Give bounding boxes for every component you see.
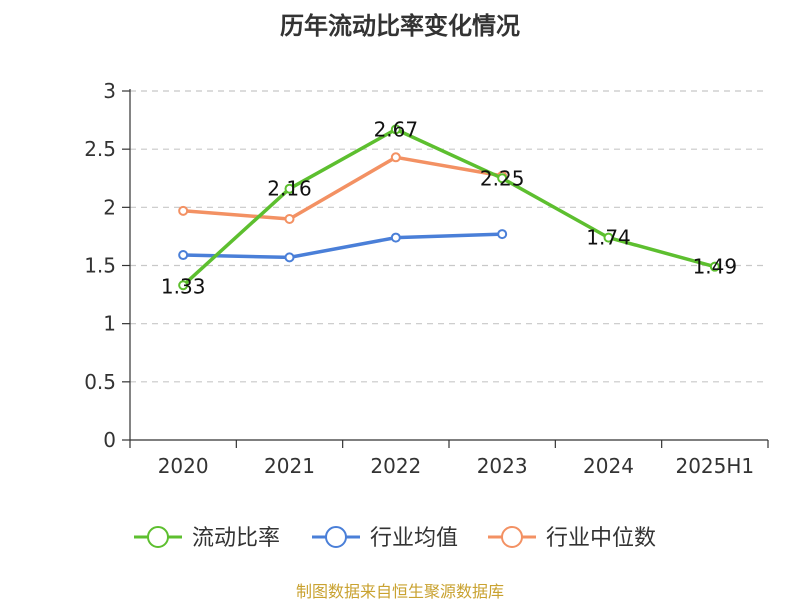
series-line-2: [183, 232, 503, 260]
chart-title: 历年流动比率变化情况: [280, 12, 520, 40]
x-tick-label: 2023: [477, 454, 528, 478]
y-tick-label: 1: [103, 312, 116, 336]
x-tick-label: 2021: [264, 454, 315, 478]
data-label: 2.16: [267, 177, 312, 201]
data-point: [284, 183, 295, 194]
x-tick-label: 2022: [370, 454, 421, 478]
data-point: [284, 252, 295, 263]
series-lines: [178, 124, 720, 291]
y-tick-label: 2: [103, 195, 116, 219]
y-tick-label: 3: [103, 79, 116, 103]
legend-swatch-marker: [325, 526, 347, 548]
x-tick-label: 2024: [583, 454, 634, 478]
x-tick-label: 2025H1: [675, 454, 754, 478]
legend-label: 行业均值: [370, 526, 458, 551]
data-point: [390, 232, 401, 243]
data-point: [178, 280, 189, 291]
data-point: [709, 261, 720, 272]
data-label: 2.67: [374, 117, 419, 141]
data-point: [390, 124, 401, 135]
y-tick-label: 0: [103, 428, 116, 452]
legend: 流动比率 行业均值 行业中位数: [134, 526, 656, 551]
x-tick-label: 2020: [158, 454, 209, 478]
data-label: 1.49: [693, 255, 738, 279]
data-point: [178, 250, 189, 261]
axes: 0 0.5 1 1.5 2 2.5 3 2020 2021 2022 2023 2024 2025H1: [84, 79, 769, 478]
y-tick-label: 0.5: [84, 370, 116, 394]
data-point: [178, 205, 189, 216]
data-point: [603, 232, 614, 243]
legend-label: 行业中位数: [546, 526, 656, 551]
data-source-note: 制图数据来自恒生聚源数据库: [295, 582, 504, 601]
gridlines: [130, 90, 768, 383]
series-line-3: [183, 155, 503, 221]
legend-swatch-marker: [147, 526, 169, 548]
series-line-1: [182, 127, 716, 287]
data-label: 2.25: [480, 166, 525, 190]
data-point: [284, 213, 295, 224]
legend-label: 流动比率: [192, 526, 280, 551]
data-point: [497, 173, 508, 184]
y-tick-label: 2.5: [84, 137, 116, 161]
data-label: 1.33: [161, 274, 206, 298]
data-point: [390, 152, 401, 163]
y-tick-label: 1.5: [84, 254, 116, 278]
data-point: [497, 229, 508, 240]
data-label: 1.74: [586, 226, 631, 250]
data-labels: 1.33 2.16 2.67 2.25 1.74 1.49: [161, 117, 737, 298]
legend-swatch-marker: [501, 526, 523, 548]
